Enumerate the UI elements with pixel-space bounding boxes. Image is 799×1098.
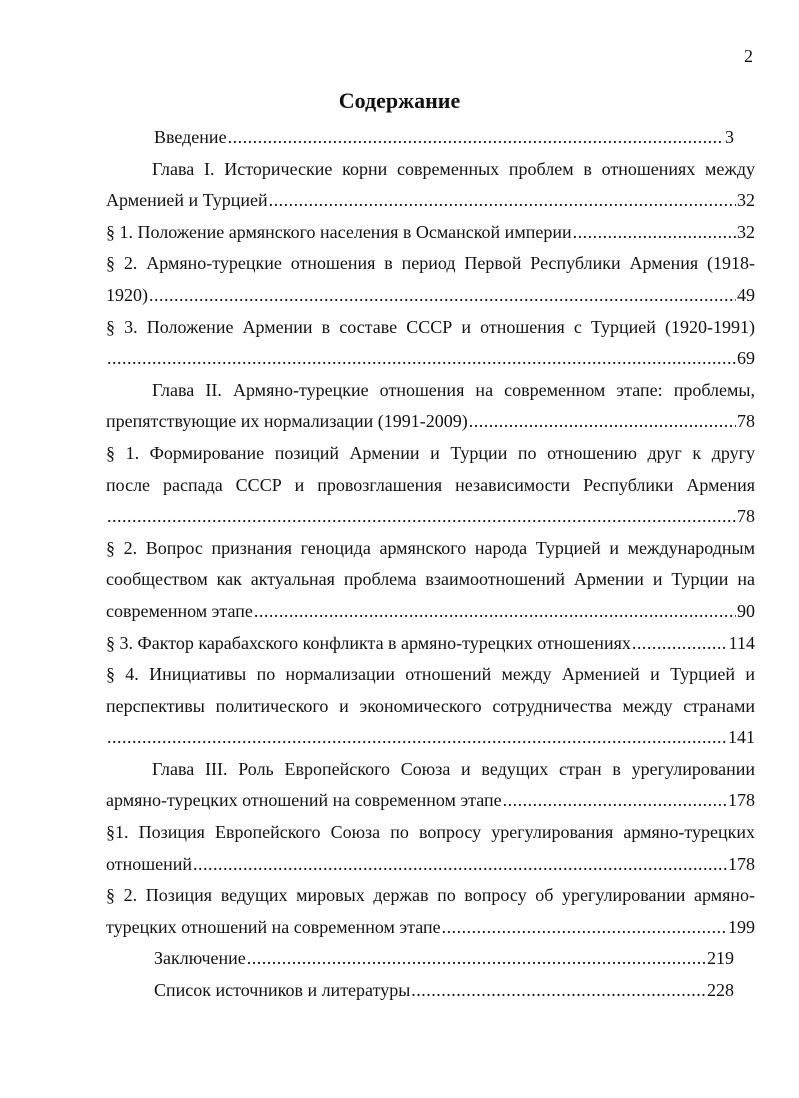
toc-entry-page: 90 (737, 600, 755, 621)
page-title: Содержание (338, 88, 461, 113)
toc-entry-page: 178 (728, 790, 755, 811)
toc-entry-title: § 3. Фактор карабахского конфликта в арм… (106, 632, 631, 653)
toc-entry-text-line: § 2. Позиция ведущих мировых держав по в… (106, 885, 755, 906)
toc-entry[interactable]: § 4. Инициативы по нормализации отношени… (106, 659, 755, 754)
toc-entry-last-line: 141 (106, 722, 755, 754)
toc-entry[interactable]: §1. Позиция Европейского Союза по вопрос… (106, 817, 755, 880)
toc-entry-last-line: Список источников и литературы 228 (154, 975, 734, 1007)
dot-leader (193, 849, 727, 881)
toc-entry-text-line: § 2. Вопрос признания геноцида армянског… (106, 537, 755, 558)
dot-leader (469, 406, 736, 438)
toc-entry[interactable]: Глава II. Армяно-турецкие отношения на с… (106, 375, 755, 438)
toc-entry-last-line: армяно-турецких отношений на современном… (106, 785, 755, 817)
dot-leader (107, 722, 727, 754)
dot-leader (247, 943, 706, 975)
toc-entry-title: Заключение (154, 948, 246, 969)
toc-entry-text-line: после распада СССР и провозглашения неза… (106, 474, 755, 495)
dot-leader (411, 975, 706, 1007)
toc-entry-text-line: § 3. Положение Армении в составе СССР и … (106, 316, 755, 337)
toc-entry-page: 32 (737, 221, 755, 242)
toc-entry-title: армяно-турецких отношений на современном… (106, 790, 502, 811)
toc-entry[interactable]: Заключение 219 (106, 943, 734, 975)
page-number: 2 (744, 46, 753, 66)
toc-entry[interactable]: § 2. Вопрос признания геноцида армянског… (106, 533, 755, 628)
dot-leader (503, 785, 727, 817)
toc-entry[interactable]: § 1. Формирование позиций Армении и Турц… (106, 438, 755, 533)
toc-entry-title: отношений (106, 853, 193, 874)
toc-entry-text-line: перспективы политического и экономическо… (106, 695, 755, 716)
toc-entry[interactable]: § 2. Позиция ведущих мировых держав по в… (106, 880, 755, 943)
toc-entry-page: 228 (707, 980, 734, 1001)
dot-leader (442, 912, 727, 944)
toc-entry-page: 141 (728, 727, 755, 748)
toc-entry-last-line: турецких отношений на современном этапе 1… (106, 912, 755, 944)
toc-entry-page: 219 (707, 948, 734, 969)
toc-entry-page: 199 (728, 916, 755, 937)
toc-entry-page: 32 (737, 190, 755, 211)
toc-entry-title: Список источников и литературы (154, 980, 411, 1001)
toc-entry[interactable]: Список источников и литературы 228 (106, 975, 734, 1007)
toc-entry-page: 114 (728, 632, 755, 653)
toc-entry-text-line: § 4. Инициативы по нормализации отношени… (106, 664, 755, 685)
toc-entry-page: 78 (737, 506, 755, 527)
toc-entry-title: турецких отношений на современном этапе (106, 916, 441, 937)
toc-entry-page: 78 (737, 411, 755, 432)
dot-leader (228, 122, 724, 154)
toc-entry-last-line: современном этапе 90 (106, 596, 755, 628)
toc-entry-page: 178 (728, 853, 755, 874)
toc-entry-last-line: Арменией и Турцией 32 (106, 185, 755, 217)
dot-leader (254, 596, 736, 628)
dot-leader (632, 628, 728, 660)
dot-leader (269, 185, 736, 217)
toc-entry[interactable]: Глава I. Исторические корни современных … (106, 154, 755, 217)
toc-entry[interactable]: Глава III. Роль Европейского Союза и вед… (106, 754, 755, 817)
toc-entry-title: § 1. Положение армянского населения в Ос… (106, 221, 572, 242)
toc-entry-last-line: § 1. Положение армянского населения в Ос… (106, 217, 755, 249)
toc-entry-title: Введение (154, 127, 227, 147)
toc-entry-last-line: 78 (106, 501, 755, 533)
toc-entry-last-line: Введение 3 (154, 122, 734, 154)
toc-entry-text-line: сообществом как актуальная проблема взаи… (106, 569, 755, 590)
toc-entry-text-line: Глава II. Армяно-турецкие отношения на с… (152, 379, 755, 400)
toc-entry-page: 49 (737, 284, 755, 305)
toc-entry-text-line: Глава III. Роль Европейского Союза и вед… (152, 758, 755, 779)
toc-entry-last-line: § 3. Фактор карабахского конфликта в арм… (106, 628, 755, 660)
toc-entry[interactable]: § 3. Положение Армении в составе СССР и … (106, 312, 755, 375)
toc-entry-text-line: § 2. Армяно-турецкие отношения в период … (106, 253, 755, 274)
toc-entry-text-line: §1. Позиция Европейского Союза по вопрос… (106, 822, 755, 843)
toc-entry-title: препятствующие их нормализации (1991-200… (106, 411, 468, 432)
toc-entry-title: современном этапе (106, 600, 253, 621)
dot-leader (573, 217, 736, 249)
toc-entry-last-line: препятствующие их нормализации (1991-200… (106, 406, 755, 438)
toc-entry-title: 1920) (106, 284, 148, 305)
toc-entry-title: Арменией и Турцией (106, 190, 268, 211)
toc-entry-last-line: 69 (106, 343, 755, 375)
dot-leader (107, 343, 736, 375)
toc-entry-last-line: 1920) 49 (106, 280, 755, 312)
toc-entry-page: 69 (737, 348, 755, 369)
toc-entry-last-line: Заключение 219 (154, 943, 734, 975)
table-of-contents: Введение 3 Глава I. Исторические корни сов… (106, 122, 755, 1007)
toc-entry-text-line: § 1. Формирование позиций Армении и Турц… (106, 442, 755, 463)
dot-leader (107, 501, 736, 533)
toc-entry[interactable]: § 1. Положение армянского населения в Ос… (106, 217, 755, 249)
dot-leader (149, 280, 736, 312)
toc-entry[interactable]: § 3. Фактор карабахского конфликта в арм… (106, 628, 755, 660)
toc-entry-last-line: отношений 178 (106, 849, 755, 881)
toc-entry[interactable]: § 2. Армяно-турецкие отношения в период … (106, 248, 755, 311)
toc-entry-page: 3 (725, 127, 734, 147)
toc-entry[interactable]: Введение 3 (106, 122, 734, 154)
toc-entry-text-line: Глава I. Исторические корни современных … (152, 158, 755, 179)
